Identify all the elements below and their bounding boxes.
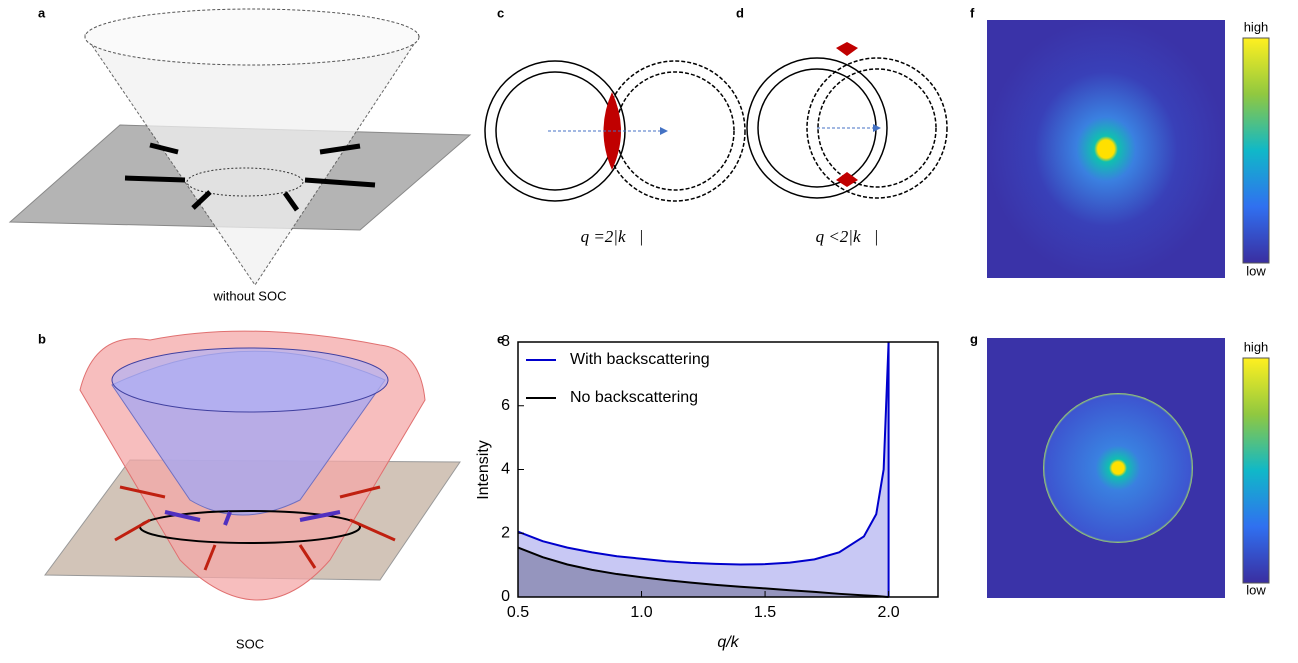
- x-tick-label: 2.0: [877, 604, 899, 621]
- panel-label: f: [970, 5, 975, 20]
- heatmap: [987, 20, 1225, 278]
- caption: without SOC: [213, 288, 287, 303]
- y-tick-label: 2: [501, 524, 510, 541]
- panel-label: g: [970, 331, 978, 346]
- panel-label: d: [736, 5, 744, 20]
- chart-e: With backscattering No backscattering 0.5 1…: [501, 333, 938, 621]
- panel-label: b: [38, 331, 46, 346]
- y-tick-label: 0: [501, 588, 510, 605]
- colorbar: [1243, 358, 1269, 583]
- line: [518, 342, 889, 564]
- area: [518, 342, 889, 597]
- x-tick-label: 1.0: [630, 604, 652, 621]
- x-axis-label: q/k: [717, 634, 739, 651]
- caption: q =2|k⃗|: [581, 227, 644, 246]
- y-tick-label: 4: [501, 461, 510, 478]
- caption: q <2|k⃗|: [816, 227, 879, 246]
- y-tick-label: 8: [501, 333, 510, 350]
- x-tick-label: 0.5: [507, 604, 529, 621]
- colorbar-label: high: [1244, 19, 1269, 34]
- legend-label: With backscattering: [570, 351, 710, 368]
- y-tick-label: 6: [501, 397, 510, 414]
- colorbar-label: high: [1244, 339, 1269, 354]
- x-tick-label: 1.5: [754, 604, 776, 621]
- caption: SOC: [236, 636, 264, 651]
- panel-c: [485, 61, 745, 201]
- panel-b: [45, 331, 460, 600]
- figure: a b c d e f g without SOC SOC q =2|k⃗| q…: [0, 0, 1298, 658]
- panel-label: c: [497, 5, 504, 20]
- panel-a: [10, 9, 470, 285]
- heatmap-disc: [1043, 393, 1193, 543]
- panel-d: [747, 42, 947, 198]
- panel-label: a: [38, 5, 46, 20]
- colorbar-label: low: [1246, 582, 1266, 597]
- legend-label: No backscattering: [570, 389, 698, 406]
- colorbar: [1243, 38, 1269, 263]
- y-axis-label: Intensity: [475, 440, 492, 500]
- colorbar-label: low: [1246, 263, 1266, 278]
